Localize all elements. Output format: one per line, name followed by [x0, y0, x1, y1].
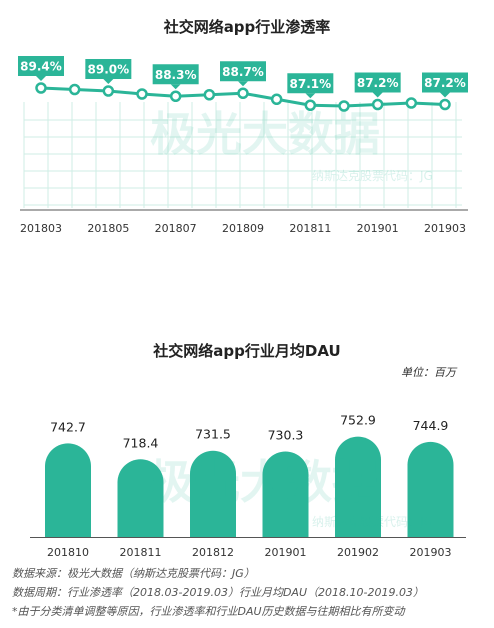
value-label-box	[18, 56, 64, 76]
bar	[335, 436, 381, 537]
line-point	[270, 93, 283, 105]
line-point	[102, 85, 115, 97]
x-tick-label: 201903	[410, 546, 452, 559]
line-point	[338, 100, 350, 112]
line-chart-grid	[20, 102, 468, 211]
bar-series	[30, 436, 466, 538]
footnote-source: 数据来源：极光大数据（纳斯达克股票代码：JG）	[12, 567, 255, 580]
bar	[45, 443, 91, 537]
x-tick-label: 201805	[87, 222, 129, 235]
value-label-box	[152, 64, 199, 85]
line-point	[136, 88, 148, 100]
bar-value-labels: 742.7 718.4 731.5 730.3 752.9 744.9	[50, 413, 448, 451]
x-tick-label: 201902	[337, 546, 379, 559]
bar	[117, 459, 164, 537]
unit-label: 单位：百万	[401, 366, 456, 379]
value-label-box	[220, 61, 266, 82]
x-tick-label: 201807	[155, 222, 197, 235]
bar-chart-title: 社交网络app行业月均DAU	[153, 342, 341, 360]
value-label-box	[287, 73, 334, 94]
bar-chart: 极光大数据 纳斯达克股票代码：JG 742.7 718.4 731.5 730.3 75…	[30, 413, 466, 559]
value-label-text: 89.0%	[88, 63, 130, 77]
footnote-note: *由于分类清单调整等原因，行业渗透率和行业DAU历史数据与往期相比有所变动	[12, 605, 405, 618]
value-label-text: 87.1%	[290, 77, 332, 91]
line-value-labels: 89.4% 89.0% 88.3% 88.7% 87.1% 87.2% 87.2%	[18, 56, 468, 99]
bar-x-tick-labels: 201810 201811 201812 201901 201902 201903	[47, 546, 452, 559]
value-label-box	[422, 72, 468, 93]
value-label-pointer	[440, 92, 450, 98]
x-tick-label: 201810	[47, 546, 89, 559]
line-chart: 极光大数据 纳斯达克股票代码：JG 89.4% 89.0% 88.3% 88.7% 87…	[18, 56, 468, 235]
value-label-box	[354, 72, 401, 93]
bar	[407, 441, 454, 537]
line-chart-watermark: 极光大数据 纳斯达克股票代码：JG	[150, 107, 433, 183]
bar-value-label: 730.3	[268, 427, 304, 442]
value-label-pointer	[305, 93, 316, 99]
x-tick-label: 201901	[357, 222, 399, 235]
bar	[262, 451, 309, 537]
line-point	[35, 82, 47, 94]
bar-value-label: 744.9	[413, 418, 449, 433]
line-point	[371, 98, 384, 111]
value-label-text: 87.2%	[357, 76, 399, 90]
line-x-tick-labels: 201803 201805 201807 201809 201811 201901 2019…	[20, 222, 466, 235]
value-label-text: 89.4%	[20, 60, 62, 74]
x-tick-label: 201903	[424, 222, 466, 235]
watermark-sub-text: 纳斯达克股票代码：JG	[312, 515, 433, 529]
line-point	[203, 89, 216, 101]
x-tick-label: 201901	[265, 546, 307, 559]
x-tick-label: 201809	[222, 222, 264, 235]
bar-chart-watermark: 极光大数据 纳斯达克股票代码：JG	[148, 455, 433, 529]
value-label-pointer	[36, 76, 46, 81]
x-tick-label: 201803	[20, 222, 62, 235]
watermark-main-text: 极光大数据	[148, 455, 378, 509]
value-label-pointer	[372, 92, 383, 98]
watermark-main-text: 极光大数据	[150, 107, 380, 161]
line-point	[68, 83, 81, 96]
line-point	[237, 87, 249, 99]
watermark-sub-text: 纳斯达克股票代码：JG	[312, 169, 433, 183]
line-point	[304, 99, 317, 111]
line-point	[405, 97, 418, 109]
line-point	[169, 90, 182, 102]
value-label-pointer	[238, 81, 248, 87]
line-series	[35, 82, 451, 112]
bar-value-label: 731.5	[195, 427, 231, 442]
line-point	[439, 98, 451, 111]
value-label-text: 87.2%	[424, 76, 466, 90]
value-label-pointer	[170, 84, 181, 90]
line-chart-title: 社交网络app行业渗透率	[163, 18, 331, 36]
value-label-text: 88.7%	[222, 65, 264, 79]
bar	[190, 450, 237, 537]
bar-value-label: 742.7	[50, 419, 86, 434]
value-label-text: 88.3%	[155, 68, 197, 82]
value-label-pointer	[103, 79, 114, 84]
bar-value-label: 718.4	[123, 435, 159, 450]
x-tick-label: 201812	[192, 546, 234, 559]
bar-value-label: 752.9	[340, 413, 376, 428]
x-tick-label: 201811	[120, 546, 162, 559]
value-label-box	[85, 59, 132, 79]
x-tick-label: 201811	[289, 222, 331, 235]
footnote-period: 数据周期：行业渗透率（2018.03-2019.03）行业月均DAU（2018.…	[12, 586, 424, 599]
